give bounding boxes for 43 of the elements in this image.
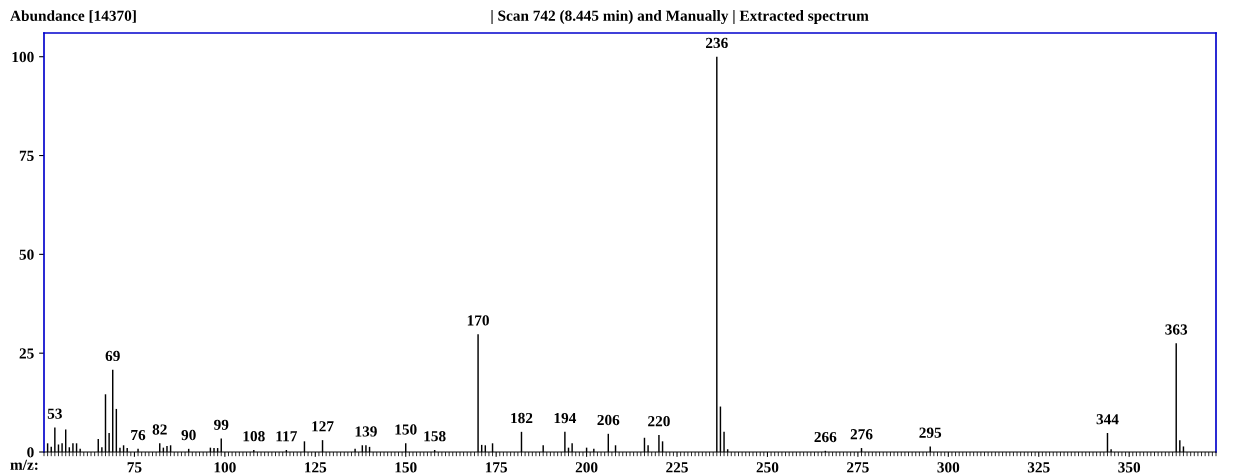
annotation: 53 [47, 408, 62, 419]
y-tick-label: 100 [12, 51, 34, 63]
annotation: 344 [1096, 414, 1119, 425]
annotation: 108 [243, 431, 265, 442]
x-tick-label: 325 [1027, 462, 1050, 473]
y-tick-label: 25 [19, 348, 34, 359]
annotation: 206 [597, 414, 620, 426]
annotation: 220 [648, 416, 670, 427]
x-tick-label: 100 [214, 462, 236, 473]
annotation: 117 [276, 431, 298, 442]
annotation: 82 [152, 424, 167, 435]
x-tick-label: 225 [666, 462, 688, 473]
y-tick-label: 75 [19, 150, 34, 161]
x-axis-title: m/z: [10, 459, 38, 470]
annotation: 295 [919, 427, 942, 438]
x-tick-label: 275 [847, 462, 869, 473]
y-tick-label: 0 [27, 447, 34, 458]
annotation: 276 [850, 429, 873, 440]
x-tick-label: 300 [937, 462, 960, 473]
annotation: 363 [1165, 324, 1188, 335]
annotation: 99 [214, 419, 229, 430]
annotation: 90 [181, 429, 196, 441]
annotation: 170 [467, 315, 489, 326]
x-tick-label: 175 [485, 462, 508, 473]
annotation: 236 [706, 37, 728, 49]
x-tick-label: 350 [1118, 462, 1141, 473]
x-tick-label: 250 [756, 462, 779, 473]
annotation: 158 [424, 431, 446, 442]
annotation: 194 [554, 412, 577, 424]
annotation: 150 [395, 424, 417, 435]
annotation: 69 [105, 350, 120, 362]
x-tick-label: 200 [575, 462, 598, 473]
annotation: 266 [814, 431, 837, 443]
x-tick-label: 75 [127, 462, 142, 473]
annotation: 127 [312, 421, 334, 432]
annotation: 76 [131, 429, 146, 441]
x-tick-label: 150 [395, 462, 417, 473]
chart-title: | Scan 742 (8.445 min) and Manually | Extracted spectrum [491, 10, 869, 24]
annotation: 139 [355, 426, 377, 437]
y-tick-label: 50 [19, 249, 34, 260]
x-tick-label: 125 [305, 462, 327, 473]
y-axis-title: Abundance [14370] [10, 10, 136, 23]
annotation: 182 [511, 412, 533, 424]
